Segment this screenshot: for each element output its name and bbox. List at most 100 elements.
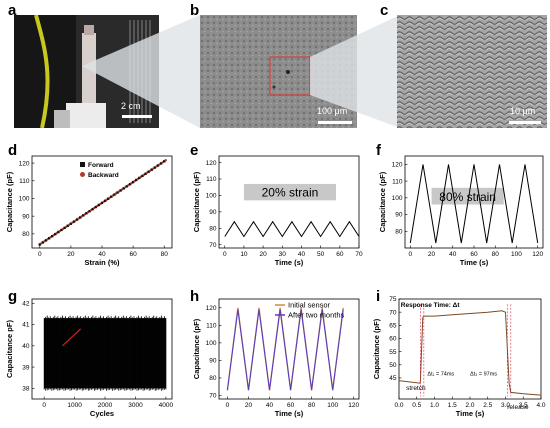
y-tick-label: 80: [22, 231, 30, 238]
sem-image-high-mag: 10 μm: [397, 15, 547, 128]
series-line-20-strain: [224, 220, 360, 238]
stretch-label: stretch: [406, 385, 426, 392]
x-tick-label: 0: [42, 402, 46, 409]
panel-label-e: e: [190, 142, 199, 159]
release-label: release: [507, 404, 529, 411]
data-point-forward: [156, 164, 160, 167]
x-tick-label: 20: [245, 402, 253, 409]
y-tick-label: 80: [209, 375, 217, 382]
y-tick-label: 38: [22, 386, 30, 393]
data-point-forward: [85, 212, 88, 215]
scale-label-b: 100 μm: [317, 106, 348, 116]
y-tick-label: 40: [22, 343, 30, 350]
data-point-forward: [135, 178, 138, 182]
x-tick-label: 80: [161, 251, 169, 258]
x-tick-label: 0.0: [394, 402, 403, 409]
chart-h-long-term-stability: 0 20 40 60 80 100 120 70 80 90 100 110 120 Time (s) Ca…: [192, 298, 360, 418]
y-tick-label: 120: [206, 305, 217, 312]
response-curve: [398, 310, 542, 396]
y-axis-label: Capacitance (pF): [192, 318, 201, 379]
dt1-label: Δt₁ = 74ms: [427, 371, 454, 377]
data-point-forward: [100, 201, 104, 205]
data-point-forward: [125, 185, 129, 188]
x-tick-label: 1.5: [448, 402, 457, 409]
data-point-forward: [60, 228, 63, 232]
data-point-forward: [131, 180, 135, 184]
chart-i-response-time: 0.0 0.5 1.0 1.5 2.0 2.5 3.0 3.5 4.0 45 50 55 60 65 70 7…: [372, 296, 546, 418]
y-tick-label: 120: [392, 162, 403, 169]
data-point-forward: [88, 210, 91, 213]
data-point-forward: [138, 176, 141, 180]
data-point-forward: [147, 170, 150, 173]
x-axis-label: Time (s): [460, 258, 489, 267]
plot-frame: [218, 298, 360, 400]
x-tick-label: 120: [532, 251, 543, 258]
scale-label-c: 10 μm: [510, 106, 536, 116]
x-tick-label: 20: [67, 251, 75, 258]
x-tick-label: 100: [327, 402, 338, 409]
data-point-forward: [141, 174, 144, 178]
x-axis-label: Time (s): [456, 409, 485, 418]
x-tick-label: 1.0: [430, 402, 439, 409]
x-tick-label: 1000: [67, 402, 82, 409]
panel-label-c: c: [380, 2, 389, 19]
scale-bar-b: [318, 121, 352, 124]
x-tick-label: 70: [355, 251, 363, 258]
data-point-forward: [51, 234, 54, 238]
legend-marker-backward: [80, 172, 85, 177]
sensor-setup-photo: 2 cm: [14, 15, 159, 128]
panel-label-b: b: [190, 2, 200, 19]
y-tick-label: 120: [206, 160, 217, 167]
trend-marker: [62, 328, 82, 347]
x-tick-label: 40: [298, 251, 306, 258]
y-tick-label: 90: [209, 209, 217, 216]
x-axis-label: Time (s): [275, 409, 304, 418]
x-tick-label: 120: [348, 402, 359, 409]
x-tick-label: 2.5: [483, 402, 492, 409]
legend-marker-forward: [80, 162, 85, 167]
scale-bar-a: [122, 115, 152, 118]
x-tick-label: 4000: [159, 402, 174, 409]
y-tick-label: 70: [209, 393, 217, 400]
data-point-forward: [57, 230, 60, 234]
x-tick-label: 50: [317, 251, 325, 258]
plot-frame: [218, 155, 360, 249]
y-axis-label: Capacitance (pF): [5, 171, 14, 232]
x-tick-label: 60: [336, 251, 344, 258]
panel-label-i: i: [376, 288, 381, 305]
y-tick-label: 110: [392, 178, 403, 185]
data-point-forward: [79, 216, 82, 219]
data-point-forward: [63, 226, 66, 230]
y-tick-label: 100: [206, 340, 217, 347]
data-point-forward: [159, 162, 163, 165]
x-tick-label: 0: [223, 251, 227, 258]
y-tick-label: 90: [22, 213, 30, 220]
y-tick-label: 39: [22, 364, 30, 371]
sensor-setup-illustration: [14, 15, 159, 128]
x-tick-label: 40: [449, 251, 457, 258]
x-tick-label: 2000: [98, 402, 113, 409]
data-point-forward: [110, 195, 113, 198]
series-line-80-strain: [409, 164, 539, 244]
axis-ticks: 0 1000 2000 3000 4000 38 39 40 41 42: [22, 300, 173, 409]
sem-texture-c: [397, 15, 547, 128]
panel-label-h: h: [190, 288, 200, 305]
axis-ticks: 0 20 40 60 80 100 120 80 90 100 110 120: [392, 162, 544, 258]
x-tick-label: 20: [428, 251, 436, 258]
y-tick-label: 100: [206, 193, 217, 200]
annotation-box: [431, 187, 504, 205]
data-point-forward: [94, 205, 97, 209]
data-point-forward: [153, 166, 157, 169]
x-axis-label: Cycles: [90, 409, 114, 418]
data-point-forward: [47, 237, 51, 240]
data-point-forward: [97, 203, 101, 207]
panel-label-g: g: [8, 288, 18, 305]
data-point-forward: [128, 182, 132, 186]
data-point-forward: [91, 207, 94, 211]
data-point-forward: [41, 241, 45, 244]
plot-frame: [31, 298, 173, 400]
scale-label-a: 2 cm: [121, 101, 141, 111]
panel-label-a: a: [8, 2, 17, 19]
annotation-20-strain: 20% strain: [262, 185, 319, 199]
y-axis-label: Capacitance (pF): [192, 171, 201, 232]
